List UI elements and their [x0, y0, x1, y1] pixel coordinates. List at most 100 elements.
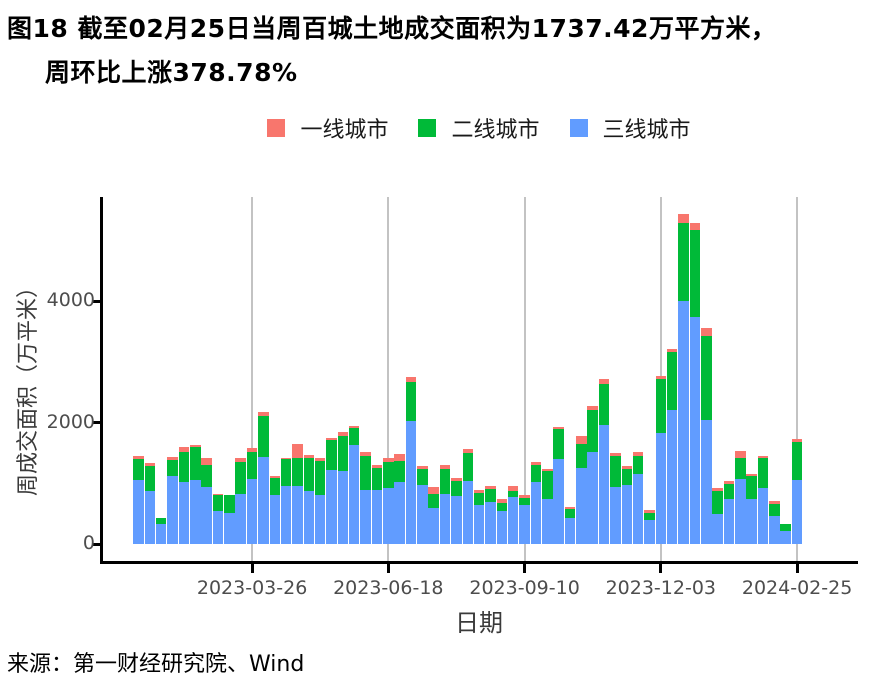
bar-segment-tier1-2023-01-15 — [133, 455, 144, 459]
bar-segment-tier2-2023-11-12 — [621, 468, 632, 485]
bar-2023-07-09 — [417, 466, 428, 544]
bar-segment-tier2-2023-08-20 — [485, 489, 496, 502]
bar-segment-tier3-2023-04-16 — [280, 486, 292, 544]
bar-2023-09-17 — [530, 461, 542, 544]
bar-segment-tier1-2023-02-12 — [178, 446, 190, 452]
bar-segment-tier2-2023-09-03 — [507, 490, 519, 497]
bar-segment-tier2-2023-05-07 — [314, 460, 326, 496]
bar-segment-tier2-2023-07-02 — [405, 381, 417, 421]
bar-segment-tier3-2023-05-21 — [337, 470, 349, 544]
bar-2023-08-06 — [462, 449, 474, 544]
bar-segment-tier2-2024-01-07 — [712, 490, 723, 514]
bar-segment-tier1-2023-03-12 — [224, 494, 235, 496]
bar-2023-11-26 — [644, 510, 655, 544]
bar-segment-tier3-2023-04-02 — [258, 457, 269, 544]
bar-segment-tier1-2023-11-26 — [644, 510, 655, 513]
bar-segment-tier3-2023-04-09 — [269, 495, 280, 544]
plot-panel — [103, 197, 855, 561]
bar-segment-tier1-2023-04-23 — [292, 444, 303, 459]
bar-segment-tier2-2023-12-10 — [666, 352, 678, 410]
bar-segment-tier1-2023-04-16 — [280, 457, 292, 460]
bar-segment-tier2-2023-08-27 — [496, 503, 508, 511]
y-axis-title: 周成交面积（万平米） — [16, 276, 41, 497]
tier1-color-swatch — [267, 119, 286, 137]
bar-segment-tier1-2023-11-19 — [632, 451, 644, 456]
bar-segment-tier1-2024-02-25 — [791, 438, 803, 442]
bar-segment-tier2-2024-02-04 — [757, 458, 769, 488]
bar-segment-tier2-2023-11-26 — [644, 512, 655, 520]
chart-title-line2: 周环比上涨378.78% — [45, 58, 298, 87]
x-tickmark-2023-09-10 — [523, 564, 527, 573]
bar-2023-07-23 — [439, 465, 451, 544]
bar-2023-05-21 — [337, 432, 349, 544]
bar-segment-tier1-2024-02-04 — [757, 455, 769, 459]
bar-2023-10-29 — [598, 378, 610, 544]
bar-segment-tier3-2023-08-27 — [496, 510, 508, 544]
bar-2023-07-16 — [428, 487, 439, 544]
x-tickmark-2023-12-03 — [659, 564, 663, 573]
bar-segment-tier2-2023-06-25 — [394, 460, 405, 483]
bar-segment-tier2-2023-02-05 — [167, 459, 178, 477]
x-tick-label-2023-12-03: 2023-12-03 — [605, 577, 716, 599]
gridline-2023-09-10 — [523, 197, 526, 561]
bar-2023-01-15 — [133, 455, 144, 544]
bar-2024-01-21 — [735, 451, 746, 544]
bar-segment-tier2-2023-04-09 — [269, 478, 280, 496]
tier3-color-swatch — [569, 119, 588, 137]
bar-segment-tier3-2024-02-04 — [757, 487, 769, 544]
source-attribution: 来源：第一财经研究院、Wind — [7, 652, 305, 677]
bar-segment-tier1-2023-06-11 — [371, 464, 383, 468]
bar-segment-tier3-2023-12-03 — [655, 432, 667, 544]
bar-segment-tier2-2023-08-06 — [462, 453, 474, 481]
x-tick-label-2023-09-10: 2023-09-10 — [469, 577, 580, 599]
bar-segment-tier3-2023-10-08 — [564, 517, 576, 544]
bar-segment-tier3-2023-11-12 — [621, 484, 632, 544]
bar-segment-tier1-2023-10-15 — [576, 435, 587, 444]
bar-segment-tier3-2023-11-19 — [632, 474, 644, 544]
bar-segment-tier2-2023-07-23 — [439, 468, 451, 494]
bar-2023-06-04 — [360, 451, 371, 544]
bar-2023-05-14 — [326, 437, 337, 544]
bar-2023-03-05 — [212, 493, 224, 544]
bar-segment-tier3-2023-09-03 — [507, 497, 519, 544]
bar-2023-09-10 — [519, 495, 530, 544]
bar-2023-02-19 — [190, 445, 201, 544]
bar-2023-11-05 — [610, 453, 621, 544]
x-tickmark-2023-06-18 — [386, 564, 390, 573]
gridline-2023-06-18 — [387, 197, 390, 561]
bar-segment-tier2-2023-12-17 — [678, 222, 689, 302]
bar-2023-10-08 — [564, 506, 576, 544]
legend-item-tier3: 三线城市 — [569, 112, 691, 144]
bar-2024-02-25 — [791, 438, 803, 544]
bar-segment-tier2-2023-04-30 — [303, 458, 315, 491]
bar-2024-01-07 — [712, 487, 723, 544]
bar-segment-tier2-2023-04-23 — [292, 458, 303, 487]
bar-2023-04-09 — [269, 475, 280, 544]
bar-segment-tier3-2023-05-07 — [314, 495, 326, 544]
bar-segment-tier2-2023-01-15 — [133, 458, 144, 480]
bar-segment-tier1-2023-05-21 — [337, 432, 349, 437]
bar-segment-tier2-2023-09-24 — [542, 471, 553, 500]
x-tickmark-2023-03-26 — [250, 564, 254, 573]
bar-segment-tier3-2023-07-16 — [428, 507, 439, 544]
bar-segment-tier2-2023-03-05 — [212, 495, 224, 511]
bar-2023-11-19 — [632, 451, 644, 544]
bar-segment-tier1-2023-12-17 — [678, 213, 689, 223]
legend-item-tier2: 二线城市 — [418, 112, 540, 144]
bar-segment-tier2-2023-10-29 — [598, 384, 610, 425]
bar-segment-tier3-2023-08-06 — [462, 480, 474, 544]
y-tick-label-4000: 4000 — [46, 289, 95, 312]
x-tick-label-2023-06-18: 2023-06-18 — [333, 577, 444, 599]
bar-segment-tier3-2024-01-14 — [723, 498, 735, 544]
bar-segment-tier2-2023-10-08 — [564, 509, 576, 518]
bar-segment-tier2-2023-09-17 — [530, 465, 542, 483]
bar-segment-tier2-2023-02-19 — [190, 446, 201, 480]
bar-2023-06-11 — [371, 464, 383, 544]
bar-segment-tier1-2023-05-28 — [348, 426, 360, 428]
bar-2024-02-11 — [769, 501, 780, 544]
bar-segment-tier3-2023-06-25 — [394, 482, 405, 544]
bar-2023-04-23 — [292, 444, 303, 544]
bar-segment-tier1-2023-07-09 — [417, 466, 428, 470]
bar-2023-04-16 — [280, 457, 292, 544]
bar-segment-tier1-2023-03-05 — [212, 493, 224, 496]
